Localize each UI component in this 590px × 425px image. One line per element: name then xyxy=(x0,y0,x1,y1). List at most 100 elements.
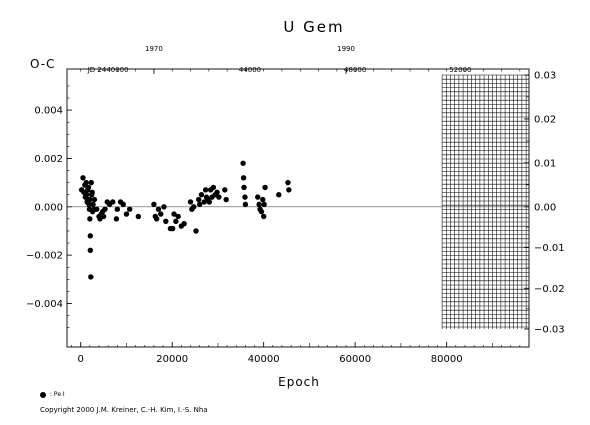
data-point xyxy=(90,201,96,208)
top-jd-label: 48000 xyxy=(344,66,366,74)
data-point xyxy=(242,194,248,200)
data-point xyxy=(126,206,133,212)
legend: : Pe I xyxy=(40,391,65,398)
data-point xyxy=(191,204,197,210)
data-point xyxy=(89,189,95,195)
data-point xyxy=(216,194,222,200)
data-point xyxy=(255,194,261,200)
data-point xyxy=(87,247,94,254)
data-point xyxy=(94,206,100,212)
copyright-text: Copyright 2000 J.M. Kreiner, C.-H. Kim, … xyxy=(40,406,208,414)
plot-frame xyxy=(66,68,530,348)
data-point xyxy=(262,184,268,191)
data-point xyxy=(196,201,203,208)
data-point xyxy=(100,213,107,220)
data-point xyxy=(153,216,160,222)
data-point xyxy=(222,187,228,193)
data-point xyxy=(202,187,209,193)
x-tick-label: 20000 xyxy=(156,354,188,365)
top-jd-label: 44000 xyxy=(239,66,261,74)
data-points xyxy=(78,160,292,280)
x-tick-label: 60000 xyxy=(339,354,371,365)
data-point xyxy=(260,196,266,203)
data-point xyxy=(114,206,121,212)
data-point xyxy=(187,199,194,205)
y-right-tick-label: 0.02 xyxy=(534,114,556,125)
data-point xyxy=(214,189,220,195)
data-point xyxy=(210,184,217,191)
data-point xyxy=(87,233,94,239)
data-point xyxy=(241,184,247,191)
y-right-tick-label: −0.03 xyxy=(534,325,565,336)
data-point xyxy=(86,201,92,208)
data-point xyxy=(83,179,89,186)
data-point xyxy=(169,225,176,232)
y-left-tick-label: −0.004 xyxy=(26,299,63,310)
legend-marker-icon xyxy=(40,391,46,398)
y-right-tick-label: −0.02 xyxy=(534,284,565,295)
data-point xyxy=(88,274,94,280)
data-point xyxy=(120,201,126,208)
data-point xyxy=(276,192,282,198)
data-point xyxy=(240,160,246,166)
data-point xyxy=(260,213,267,220)
top-year-axis: 1970 1990 xyxy=(80,45,521,74)
data-point xyxy=(196,196,202,203)
data-point xyxy=(88,179,94,186)
data-point xyxy=(80,175,86,181)
data-point xyxy=(206,199,212,205)
data-point xyxy=(256,201,262,208)
y-right-tick-label: −0.01 xyxy=(534,243,565,254)
chart-title: U Gem xyxy=(283,18,344,36)
data-point xyxy=(87,216,93,222)
plot-border xyxy=(66,68,530,348)
grid-region xyxy=(441,74,529,329)
data-point xyxy=(123,211,130,217)
data-point xyxy=(173,218,179,224)
data-point xyxy=(261,201,267,208)
top-year-label: 1990 xyxy=(337,45,355,53)
data-point xyxy=(240,175,247,181)
x-tick-label: 80000 xyxy=(431,354,463,365)
y-left-tick-label: 0.002 xyxy=(34,154,63,165)
data-point xyxy=(91,196,98,203)
data-point xyxy=(242,201,249,208)
y-axis-right: −0.03 −0.02 −0.01 0.00 0.01 0.02 0.03 xyxy=(524,71,565,336)
data-point xyxy=(158,211,164,217)
y-right-tick-label: 0.03 xyxy=(534,71,556,82)
data-point xyxy=(258,208,265,215)
x-tick-label: 0 xyxy=(78,354,84,365)
data-point xyxy=(110,199,116,205)
data-point xyxy=(286,187,292,193)
top-jd-axis: JD 2440000 44000 48000 52000 xyxy=(87,66,472,74)
data-point xyxy=(181,221,187,227)
data-point xyxy=(161,204,167,210)
data-point xyxy=(223,196,229,203)
data-point xyxy=(151,201,157,208)
y-axis-left: −0.004 −0.002 0.000 0.002 0.004 xyxy=(26,85,72,328)
data-point xyxy=(163,218,169,224)
x-tick-label: 40000 xyxy=(248,354,280,365)
top-year-label: 1970 xyxy=(145,45,163,53)
x-axis-label: Epoch xyxy=(278,375,320,389)
data-point xyxy=(285,179,291,186)
y-left-tick-label: 0.004 xyxy=(34,106,63,117)
data-point xyxy=(171,211,177,217)
y-left-tick-label: 0.000 xyxy=(34,202,63,213)
y-axis-label: O-C xyxy=(30,57,56,71)
data-point xyxy=(85,184,92,191)
x-axis: 0 20000 40000 60000 80000 xyxy=(71,342,521,365)
data-point xyxy=(155,206,162,212)
top-jd-label: JD 2440000 xyxy=(87,66,129,74)
data-point xyxy=(198,192,205,198)
top-jd-label: 52000 xyxy=(449,66,471,74)
data-point xyxy=(87,196,93,203)
legend-label: : Pe I xyxy=(50,391,65,398)
y-right-tick-label: 0.01 xyxy=(534,158,556,169)
data-point xyxy=(135,213,142,220)
data-point xyxy=(113,216,120,222)
data-point xyxy=(175,213,181,220)
y-right-tick-label: 0.00 xyxy=(534,202,556,213)
data-point xyxy=(102,206,108,212)
